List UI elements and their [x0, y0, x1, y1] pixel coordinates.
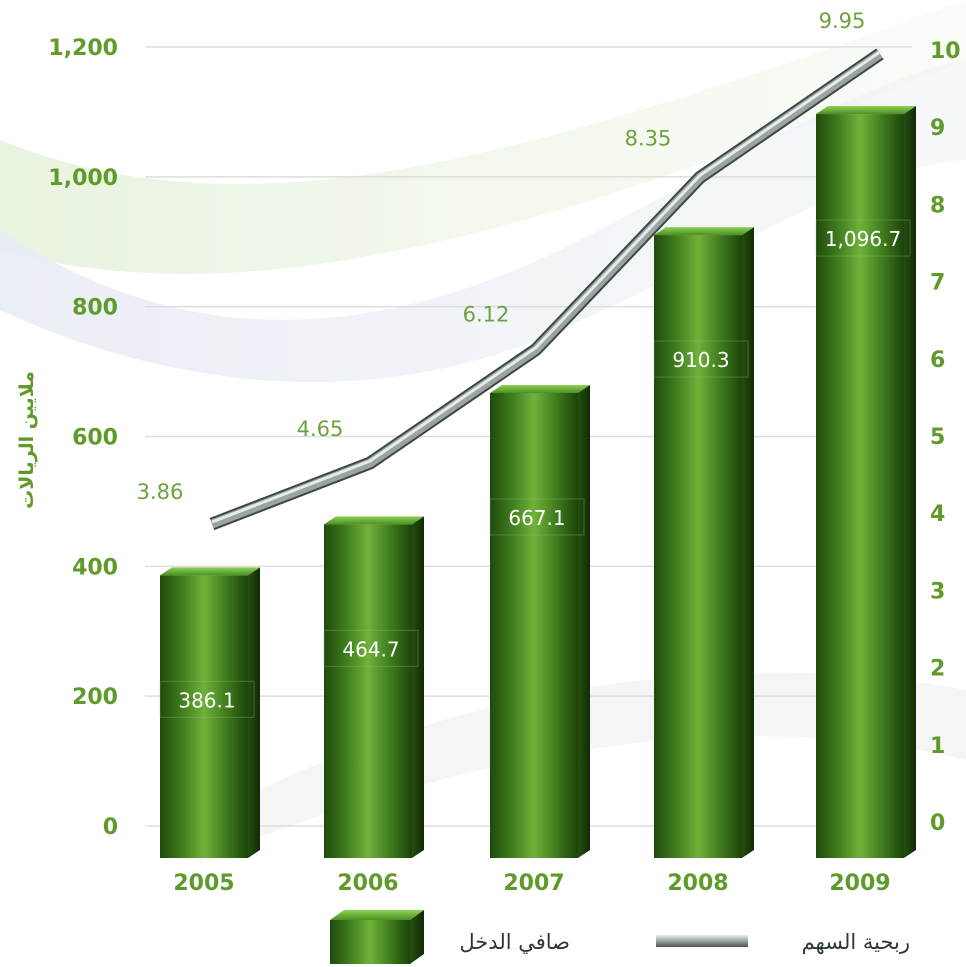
y-right-tick-label: 7 — [930, 271, 945, 296]
y-left-tick-label: 400 — [72, 555, 118, 580]
legend-bar-swatch-top — [330, 910, 424, 920]
bar-front — [160, 575, 248, 858]
y-right-tick-label: 9 — [930, 116, 945, 141]
line-path — [210, 50, 883, 529]
bar-side — [904, 106, 916, 859]
bar-value-label: 464.7 — [342, 637, 399, 661]
line-value-label: 8.35 — [625, 126, 672, 150]
bar-value-box — [489, 498, 585, 536]
legend-line-swatch — [656, 935, 748, 947]
y-axis-label: ملايين الريالات — [16, 371, 38, 509]
background-decoration — [0, 0, 966, 860]
bar-side — [412, 516, 424, 858]
line-highlight — [211, 50, 881, 524]
bar-front — [654, 235, 742, 858]
y-left-tick-label: 200 — [72, 685, 118, 710]
legend-line-label: ربحية السهم — [802, 930, 910, 955]
x-tick-label: 2005 — [173, 871, 234, 896]
bar-2008: 910.3 — [653, 227, 754, 858]
bar-value-box — [323, 629, 419, 667]
background-swoosh-blue — [0, 60, 966, 383]
x-tick-label: 2006 — [337, 871, 398, 896]
bar-side — [578, 384, 590, 858]
background-swoosh-bottom — [200, 672, 966, 860]
line-value-label: 9.95 — [819, 9, 866, 33]
legend-bar-label: صافي الدخل — [459, 930, 570, 954]
bar-2005: 386.1 — [159, 567, 260, 858]
x-tick-label: 2009 — [829, 871, 890, 896]
x-axis: 2005 2006 2007 2008 2009 — [173, 871, 890, 896]
bar-series: 386.1 464.7 667.1 910.3 1,096.7 — [159, 106, 916, 859]
bar-front — [324, 524, 412, 858]
y-right-tick-label: 4 — [930, 502, 945, 527]
bar-top — [160, 567, 260, 576]
bar-top — [324, 516, 424, 525]
y-right-tick-label: 6 — [930, 348, 945, 373]
y-left-tick-label: 0 — [103, 815, 118, 840]
bar-2007: 667.1 — [489, 384, 590, 858]
y-left-tick-label: 800 — [72, 296, 118, 321]
legend: صافي الدخل ربحية السهم — [330, 910, 910, 964]
y-right-tick-label: 2 — [930, 657, 945, 682]
y-right-tick-label: 8 — [930, 193, 945, 218]
bar-top — [490, 384, 590, 393]
y-axis-left: 0 200 400 600 800 1,000 1,200 — [48, 36, 118, 840]
bar-2009: 1,096.7 — [815, 106, 916, 859]
y-left-tick-label: 600 — [72, 426, 118, 451]
y-left-tick-label: 1,200 — [48, 36, 118, 61]
bar-value-label: 910.3 — [672, 348, 729, 372]
legend-bar-swatch — [330, 920, 410, 964]
bar-top — [816, 106, 916, 115]
bar-front — [816, 114, 904, 859]
y-right-tick-label: 1 — [930, 734, 945, 759]
legend-item-line: ربحية السهم — [656, 930, 910, 955]
background-swoosh-green — [0, 0, 966, 274]
bar-value-label: 386.1 — [178, 688, 235, 712]
y-right-tick-label: 3 — [930, 579, 945, 604]
y-axis-right: 0 1 2 3 4 5 6 7 8 9 10 — [930, 39, 961, 836]
y-right-tick-label: 0 — [930, 811, 945, 836]
line-series: 3.86 4.65 6.12 8.35 9.95 — [137, 9, 884, 531]
y-left-tick-label: 1,000 — [48, 166, 118, 191]
bar-value-label: 667.1 — [508, 506, 565, 530]
bar-side — [248, 567, 260, 858]
bar-top — [654, 227, 754, 236]
line-value-label: 3.86 — [137, 480, 184, 504]
bar-value-box — [653, 340, 749, 378]
y-right-tick-label: 5 — [930, 425, 945, 450]
bar-value-box — [159, 680, 255, 718]
bar-value-label: 1,096.7 — [825, 227, 901, 251]
x-tick-label: 2008 — [667, 871, 728, 896]
bar-front — [490, 392, 578, 858]
y-right-tick-label: 10 — [930, 39, 961, 64]
bar-side — [742, 227, 754, 858]
line-value-label: 6.12 — [463, 303, 510, 327]
legend-bar-swatch-side — [410, 910, 424, 964]
x-tick-label: 2007 — [503, 871, 564, 896]
legend-item-bar: صافي الدخل — [330, 910, 570, 964]
line-value-label: 4.65 — [297, 417, 344, 441]
bar-2006: 464.7 — [323, 516, 424, 858]
bar-value-box — [815, 219, 911, 257]
